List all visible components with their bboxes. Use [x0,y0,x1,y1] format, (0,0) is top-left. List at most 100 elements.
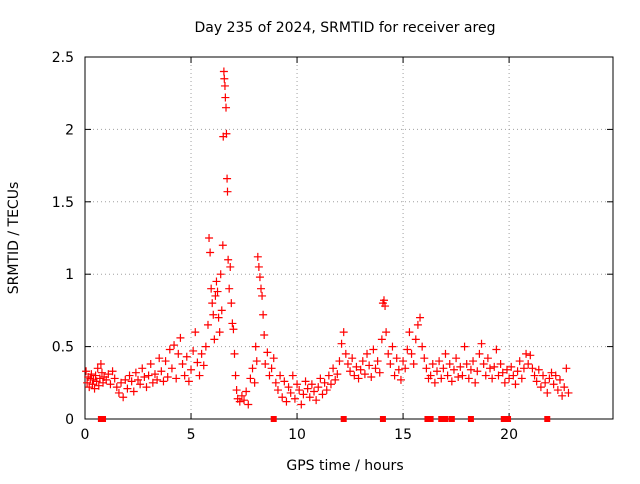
data-point [220,81,229,90]
data-point [346,367,355,376]
data-point [555,375,564,384]
data-point [422,364,431,373]
data-point [83,378,92,387]
data-point [539,371,548,380]
data-point [418,342,427,351]
data-point [280,377,289,386]
data-point [214,313,223,322]
data-point [428,359,437,368]
data-point [87,370,96,379]
data-point [564,388,573,397]
data-point [259,310,268,319]
data-point [420,354,429,363]
data-point [379,296,388,305]
data-point [305,393,314,402]
data-point [97,368,106,377]
data-point [475,349,484,358]
data-point [208,299,217,308]
data-point [502,365,511,374]
data-point [96,359,105,368]
data-point [394,365,403,374]
data-point [443,371,452,380]
data-point [220,74,229,83]
data-point [320,378,329,387]
data-point [217,306,226,315]
data-point [260,331,269,340]
data-point [333,370,342,379]
data-point [324,371,333,380]
data-point [409,359,418,368]
data-point [82,367,91,376]
data-point [293,380,302,389]
data-point [310,387,319,396]
zero-marker [340,416,347,422]
y-tick-label: 1 [65,267,74,283]
y-tick-label: 2.5 [52,50,74,66]
data-point [267,364,276,373]
data-point [119,393,128,402]
data-point [112,383,121,392]
data-point [543,388,552,397]
data-point [106,380,115,389]
data-point [271,378,280,387]
data-point [386,359,395,368]
data-point [286,388,295,397]
data-point [265,371,274,380]
data-point [449,365,458,374]
data-point [358,357,367,366]
data-point [384,349,393,358]
data-point [150,370,159,379]
data-point [560,383,569,392]
data-point [242,387,251,396]
data-point [110,374,119,383]
data-point [354,374,363,383]
data-point [515,357,524,366]
data-point [496,359,505,368]
data-point [248,364,257,373]
data-point [205,234,214,242]
y-axis-label: SRMTID / TECUs [6,182,22,295]
data-point [492,345,501,354]
data-point [524,359,533,368]
data-point [254,262,263,271]
data-point [297,400,306,409]
data-point [433,367,441,376]
data-point [193,358,202,367]
zero-marker [544,416,551,422]
data-point [250,378,259,387]
data-point [191,328,200,337]
data-point [230,349,239,358]
data-point [399,357,408,366]
data-point [486,364,495,373]
data-point [318,390,327,399]
data-point [178,359,187,368]
data-point [549,380,558,389]
data-point [439,364,448,373]
data-point [282,397,291,406]
data-point [136,380,145,389]
data-point [219,67,228,76]
data-point [530,371,539,380]
data-point [189,346,198,355]
data-point [322,386,331,395]
data-point [161,357,170,366]
data-point [375,368,384,377]
data-point [240,396,249,405]
data-point [526,351,535,360]
data-point [360,370,369,379]
data-point [159,377,168,386]
data-point [545,374,554,383]
zero-marker [505,416,512,422]
data-point [388,342,397,351]
data-point [371,364,380,373]
data-point [212,277,221,286]
data-point [511,380,520,389]
data-point [507,362,516,371]
data-point [223,187,232,196]
data-point [547,368,556,377]
data-point [447,377,456,386]
data-point [226,262,235,271]
data-point [235,397,244,406]
data-point [163,373,172,382]
